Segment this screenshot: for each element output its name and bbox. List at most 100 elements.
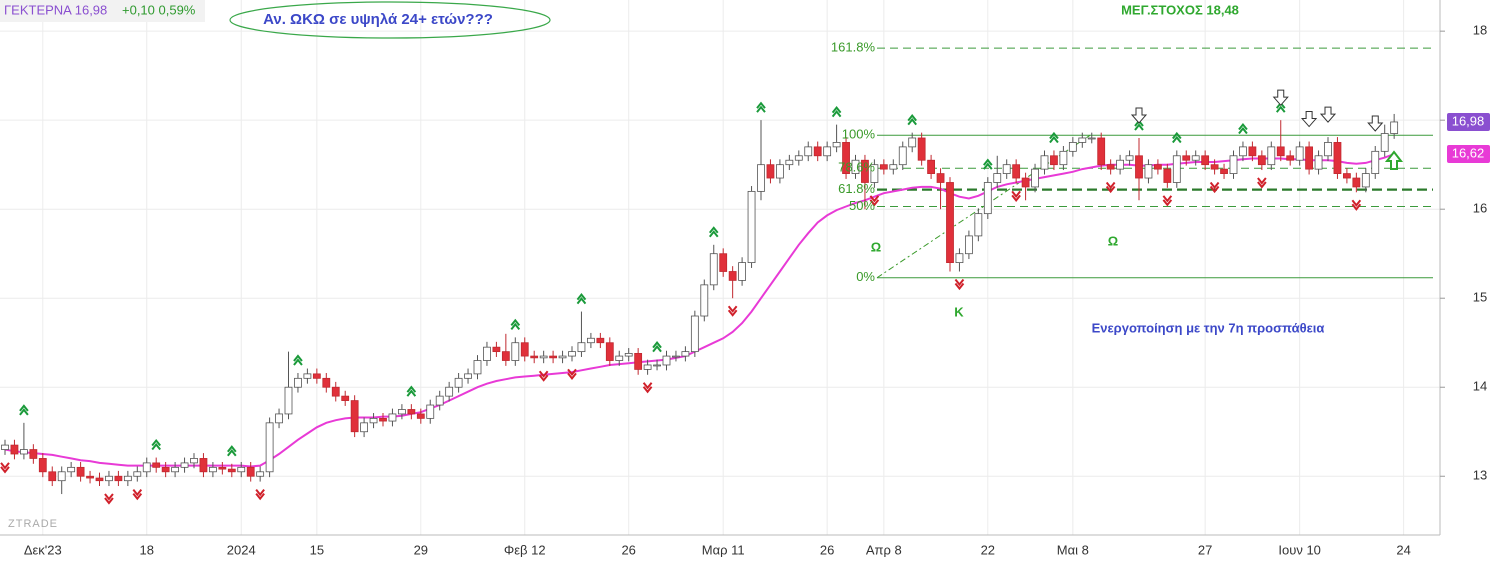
candle-body xyxy=(199,458,208,473)
candle-body xyxy=(48,471,57,482)
candle-body xyxy=(180,462,189,468)
candle-body xyxy=(1220,168,1228,174)
marks xyxy=(0,47,1433,505)
candle-body xyxy=(747,190,756,264)
candle-body xyxy=(161,466,170,473)
candle-body xyxy=(190,458,198,464)
candle-body xyxy=(1,444,9,450)
target: ΜΕΓ.ΣΤΟΧΟΣ 18,48 xyxy=(1121,2,1239,17)
sell-signal xyxy=(869,195,880,207)
candle-body xyxy=(539,355,548,359)
sell-signal xyxy=(1209,181,1220,194)
candle-body xyxy=(870,164,879,183)
candle-body xyxy=(624,353,633,357)
candle-body xyxy=(1097,137,1106,166)
buy-signal xyxy=(907,114,917,126)
candle-body xyxy=(983,182,992,215)
candle-body xyxy=(728,271,737,281)
down-arrow xyxy=(1130,107,1148,124)
candle-body xyxy=(123,475,132,482)
candle-body xyxy=(312,373,321,379)
candle-body xyxy=(1210,164,1219,170)
candle-body xyxy=(1182,155,1191,161)
candle-body xyxy=(1040,155,1049,170)
candle-body xyxy=(341,395,350,401)
fib-label: 78.6% xyxy=(838,160,875,175)
fib-label: 0% xyxy=(856,269,875,284)
candle-body xyxy=(776,164,784,179)
candle-body xyxy=(1154,164,1162,170)
sell-signal xyxy=(538,370,549,382)
candle-body xyxy=(483,346,491,361)
candle-body xyxy=(974,213,983,237)
buy-signal xyxy=(983,158,993,170)
candle-body xyxy=(208,466,217,473)
candle-body xyxy=(171,466,180,473)
buy-signal xyxy=(227,445,237,457)
x-tick-label: 2024 xyxy=(227,542,256,557)
x-tick-label: 18 xyxy=(140,542,154,557)
candle-body xyxy=(1021,177,1030,188)
candle-body xyxy=(379,417,387,422)
candle-body xyxy=(294,377,302,388)
candle-body xyxy=(1125,155,1134,161)
candle-body xyxy=(1106,164,1115,170)
buy-signal xyxy=(652,341,662,353)
candle-body xyxy=(331,386,340,397)
candle-body xyxy=(227,468,236,473)
candle-body xyxy=(851,159,860,174)
candle-body xyxy=(804,146,813,157)
candle-body xyxy=(936,173,945,183)
x-tick-label: 26 xyxy=(621,542,635,557)
buy-signal xyxy=(510,318,521,331)
candle-body xyxy=(1286,155,1295,161)
candle-body xyxy=(114,475,123,482)
candle-body xyxy=(237,466,246,473)
candle-body xyxy=(634,353,643,370)
buy-signal xyxy=(1172,131,1182,144)
candle-body xyxy=(67,466,76,473)
candle-body xyxy=(879,164,888,170)
candle-body xyxy=(653,364,661,367)
buy-signal xyxy=(831,106,842,118)
candle-body xyxy=(813,146,822,157)
candle-body xyxy=(1135,155,1143,179)
candle-body xyxy=(842,142,850,174)
candle-body xyxy=(672,355,680,358)
candle-body xyxy=(95,477,104,482)
candle-body xyxy=(719,253,728,272)
watermark: ZTRADE xyxy=(8,518,58,530)
candle-body xyxy=(1324,142,1332,157)
price-tag-label: 16,62 xyxy=(1452,145,1485,160)
change: +0,10 0,59% xyxy=(122,2,196,17)
fib-label: 61.8% xyxy=(838,181,875,196)
candle-body xyxy=(1295,146,1304,161)
candle-body xyxy=(86,475,94,479)
candle-body xyxy=(369,417,378,424)
candle-body xyxy=(1144,164,1153,179)
candle-body xyxy=(1002,164,1011,174)
price-tag xyxy=(1447,145,1490,164)
candle-body xyxy=(1172,155,1181,183)
candle-body xyxy=(1257,155,1266,166)
candle-body xyxy=(1191,155,1200,161)
x-tick-label: 29 xyxy=(414,542,428,557)
candle-body xyxy=(1068,142,1077,152)
sell-signal xyxy=(642,382,653,394)
candle-body xyxy=(643,364,652,370)
candle-body xyxy=(587,337,595,344)
candle-body xyxy=(152,462,161,468)
candle-body xyxy=(1116,159,1124,170)
omega: Ω xyxy=(1108,233,1118,248)
candle-body xyxy=(1059,150,1068,166)
candle-body xyxy=(568,351,576,357)
header-bg xyxy=(0,0,205,22)
sell-signal xyxy=(1351,199,1362,211)
buy-signal xyxy=(19,404,29,416)
buy-signal xyxy=(1238,122,1248,135)
candle-body xyxy=(1380,133,1389,152)
sell-signal xyxy=(727,305,738,317)
x-tick-label: Φεβ 12 xyxy=(504,542,546,557)
candle-body xyxy=(889,164,898,170)
y-tick-label: 16 xyxy=(1473,201,1487,216)
